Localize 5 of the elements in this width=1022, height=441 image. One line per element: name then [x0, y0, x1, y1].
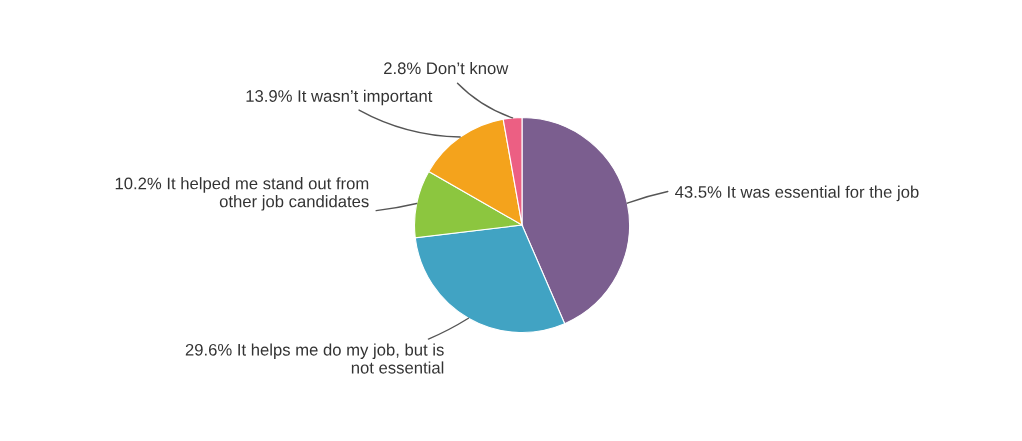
- slice-label: 2.8% Don’t know: [384, 61, 509, 75]
- slice-label: 13.9% It wasn’t important: [246, 89, 433, 106]
- slice-label: 43.5% It was essential for the job: [675, 185, 919, 202]
- slice-label: 10.2% It helped me stand out from other job candidates: [115, 177, 369, 211]
- slice-label: 29.6% It helps me do my job, but is not essential: [185, 343, 444, 374]
